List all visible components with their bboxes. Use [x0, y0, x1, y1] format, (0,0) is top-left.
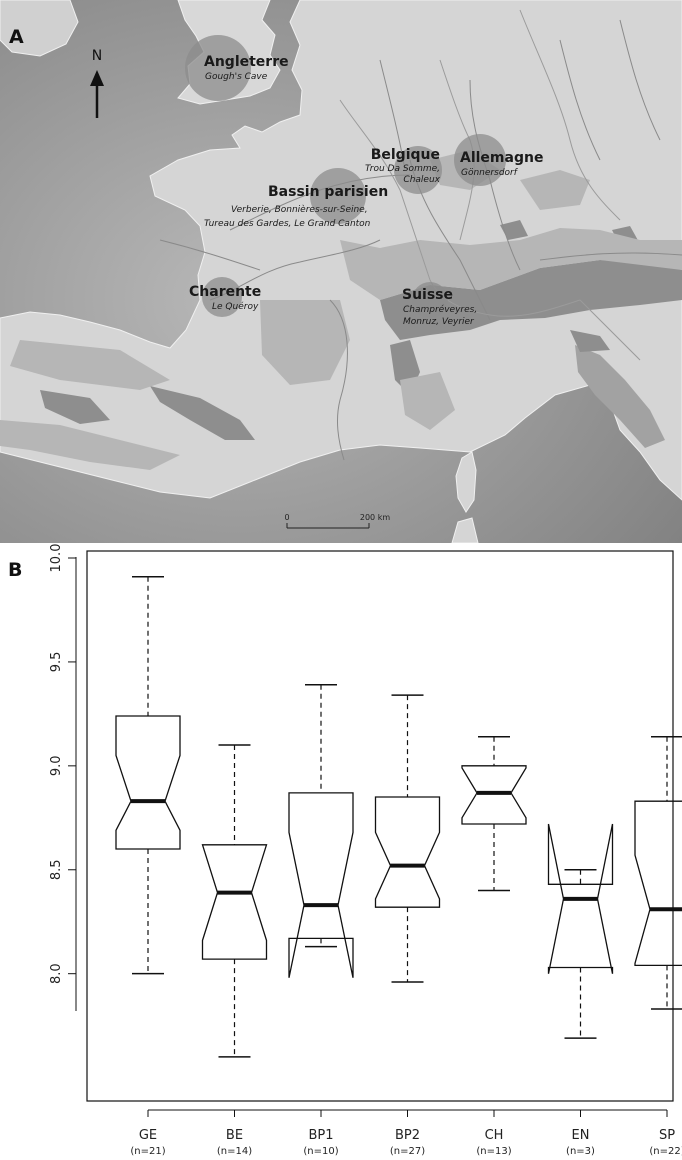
x-category-label: EN — [572, 1128, 590, 1143]
x-count-label: (n=27) — [390, 1146, 425, 1157]
x-category-label: BP1 — [308, 1128, 333, 1143]
region-label-bassin-parisien: Bassin parisien — [268, 184, 388, 200]
site-label-bassin-parisien-2: Tureau des Gardes, Le Grand Canton — [204, 219, 371, 229]
notched-box — [461, 765, 527, 825]
region-label-suisse: Suisse — [402, 287, 453, 303]
box-series — [115, 575, 682, 1058]
region-label-belgique: Belgique — [371, 147, 440, 163]
y-tick-label: 8.5 — [49, 859, 64, 880]
borders — [339, 9, 641, 361]
x-category-label: CH — [485, 1128, 504, 1143]
map-panel: Angleterre Gough's Cave Belgique Trou Da… — [0, 0, 682, 543]
region-label-charente: Charente — [189, 284, 261, 300]
y-tick-label: 9.0 — [49, 755, 64, 776]
box-sp — [634, 735, 682, 1010]
north-label: N — [92, 48, 102, 64]
site-label-suisse-2: Monruz, Veyrier — [403, 317, 475, 327]
corsica-island — [455, 451, 477, 513]
scale-end-label: 200 km — [360, 513, 390, 522]
highland-areas — [0, 150, 682, 470]
boxplot-chart: B 8.0 8.5 9.0 9.5 10.0 GE (n=21) BE (n=14) BP1 (n… — [8, 544, 682, 1157]
sardinia-island — [451, 517, 479, 543]
x-category-label: BE — [226, 1128, 243, 1143]
ireland-land — [0, 0, 79, 57]
mainland-land — [0, 0, 682, 501]
y-tick-label: 9.5 — [49, 652, 64, 673]
plot-frame — [86, 550, 674, 1102]
panel-label-a: A — [9, 26, 24, 48]
site-marker-belgique — [394, 146, 442, 194]
site-marker-bassin-parisien — [310, 168, 366, 224]
x-count-label: (n=14) — [217, 1146, 252, 1157]
scale-bar: 0 200 km — [284, 513, 390, 529]
site-label-bassin-parisien-1: Verberie, Bonnières-sur-Seine, — [231, 204, 368, 215]
box-ch — [461, 735, 527, 892]
region-labels: Angleterre Gough's Cave Belgique Trou Da… — [189, 54, 543, 327]
box-ge — [115, 575, 181, 975]
box-bp1 — [288, 684, 354, 978]
north-arrow-icon: N — [90, 48, 104, 118]
site-marker-angleterre — [185, 35, 251, 101]
x-count-label: (n=22) — [649, 1146, 682, 1157]
notched-box — [288, 792, 354, 978]
y-tick-label: 8.0 — [49, 963, 64, 984]
box-en — [547, 823, 614, 1039]
x-count-label: (n=3) — [566, 1146, 595, 1157]
notched-box — [634, 800, 682, 967]
x-count-label: (n=13) — [476, 1146, 511, 1157]
notched-box — [201, 844, 268, 960]
region-label-allemagne: Allemagne — [460, 150, 543, 166]
x-count-label: (n=10) — [303, 1146, 338, 1157]
notched-box — [115, 715, 181, 850]
site-label-charente: Le Quéroy — [212, 301, 259, 312]
site-label-allemagne: Gönnersdorf — [461, 168, 519, 178]
x-axis: GE (n=21) BE (n=14) BP1 (n=10) BP2 (n=27) CH (n=1… — [130, 1109, 682, 1157]
notched-box — [374, 796, 441, 908]
notched-box — [547, 823, 614, 974]
region-label-angleterre: Angleterre — [204, 54, 289, 70]
site-markers — [185, 35, 506, 318]
site-label-angleterre: Gough's Cave — [205, 72, 268, 82]
y-axis: 8.0 8.5 9.0 9.5 10.0 — [49, 544, 76, 984]
x-count-label: (n=21) — [130, 1146, 165, 1157]
x-category-label: SP — [659, 1128, 675, 1143]
panel-label-b: B — [8, 559, 22, 581]
site-label-belgique-1: Trou Da Somme, — [365, 164, 440, 174]
site-label-belgique-2: Chaleux — [403, 175, 440, 185]
x-category-label: GE — [139, 1128, 157, 1143]
site-marker-suisse — [412, 282, 448, 318]
box-be — [201, 744, 268, 1058]
site-marker-allemagne — [454, 134, 506, 186]
x-category-label: BP2 — [395, 1128, 420, 1143]
scale-start-label: 0 — [284, 513, 289, 522]
site-marker-charente — [202, 277, 242, 317]
box-bp2 — [374, 694, 441, 983]
adriatic-sea — [575, 345, 665, 448]
site-label-suisse-1: Champréveyres, — [403, 304, 477, 315]
y-tick-label: 10.0 — [49, 544, 64, 573]
